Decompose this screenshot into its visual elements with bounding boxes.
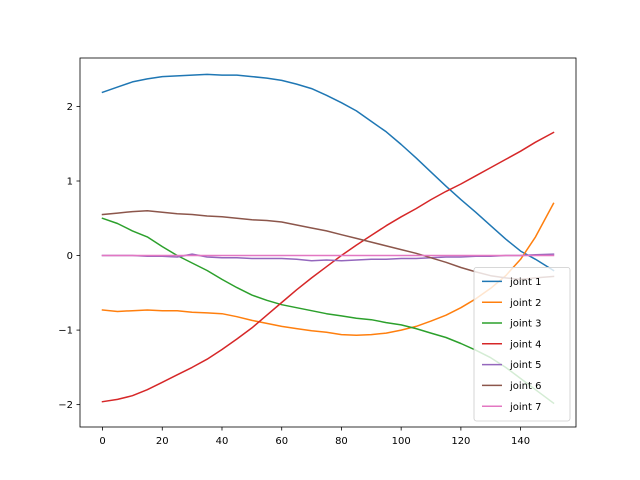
x-tick-label: 100 xyxy=(392,436,411,447)
plot-area xyxy=(79,57,577,428)
legend-label: joint 4 xyxy=(509,339,541,350)
y-tick-label: −2 xyxy=(58,400,73,411)
legend-label: joint 1 xyxy=(509,277,541,288)
y-axis: −2 −1 0 1 2 xyxy=(58,102,80,411)
legend-label: joint 7 xyxy=(509,402,541,413)
series-line-joint-1 xyxy=(101,73,555,272)
x-tick-label: 60 xyxy=(275,436,288,447)
legend-label: joint 5 xyxy=(509,360,541,371)
series-line-joint-5 xyxy=(101,253,555,262)
legend-label: joint 3 xyxy=(509,319,541,330)
x-tick-label: 20 xyxy=(156,436,169,447)
y-tick-label: 1 xyxy=(67,177,73,188)
legend-label: joint 6 xyxy=(509,381,541,392)
legend-box xyxy=(473,266,571,422)
x-tick-label: 120 xyxy=(451,436,470,447)
x-tick-label: 40 xyxy=(216,436,229,447)
x-axis: 0 20 40 60 80 100 120 140 xyxy=(99,427,530,447)
x-tick-label: 80 xyxy=(335,436,348,447)
y-tick-label: −1 xyxy=(58,326,73,337)
legend: joint 1 joint 2 joint 3 joint 4 joint 5 joint… xyxy=(473,266,571,422)
x-tick-label: 140 xyxy=(511,436,530,447)
axes-frame xyxy=(79,57,577,428)
legend-label: joint 2 xyxy=(509,298,541,309)
y-tick-label: 2 xyxy=(67,102,73,113)
series-line-joint-4 xyxy=(101,131,555,403)
x-tick-label: 0 xyxy=(99,436,105,447)
y-tick-label: 0 xyxy=(67,251,73,262)
